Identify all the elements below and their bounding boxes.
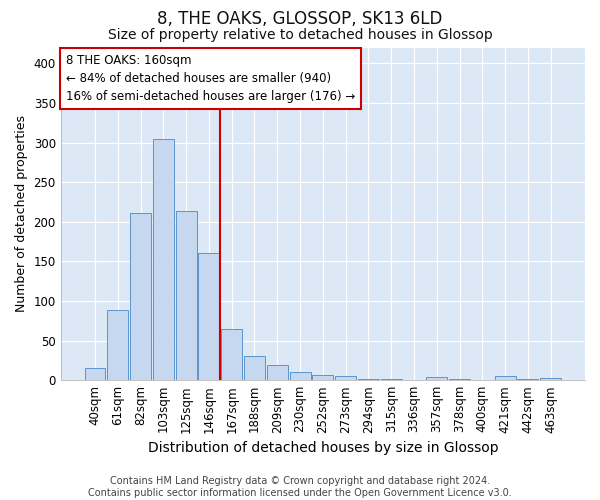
Bar <box>244 356 265 380</box>
Bar <box>221 330 242 380</box>
Y-axis label: Number of detached properties: Number of detached properties <box>15 116 28 312</box>
X-axis label: Distribution of detached houses by size in Glossop: Distribution of detached houses by size … <box>148 441 498 455</box>
Bar <box>107 310 128 380</box>
Bar <box>335 376 356 380</box>
Text: Size of property relative to detached houses in Glossop: Size of property relative to detached ho… <box>107 28 493 42</box>
Bar <box>313 376 334 380</box>
Bar <box>267 365 288 380</box>
Text: 8, THE OAKS, GLOSSOP, SK13 6LD: 8, THE OAKS, GLOSSOP, SK13 6LD <box>157 10 443 28</box>
Bar <box>540 378 561 380</box>
Text: 8 THE OAKS: 160sqm
← 84% of detached houses are smaller (940)
16% of semi-detach: 8 THE OAKS: 160sqm ← 84% of detached hou… <box>66 54 355 103</box>
Bar <box>199 254 220 380</box>
Bar <box>130 213 151 380</box>
Bar <box>176 212 197 380</box>
Bar <box>494 376 515 380</box>
Text: Contains HM Land Registry data © Crown copyright and database right 2024.
Contai: Contains HM Land Registry data © Crown c… <box>88 476 512 498</box>
Bar <box>85 368 106 380</box>
Bar <box>153 140 174 380</box>
Bar <box>426 377 447 380</box>
Bar <box>290 372 311 380</box>
